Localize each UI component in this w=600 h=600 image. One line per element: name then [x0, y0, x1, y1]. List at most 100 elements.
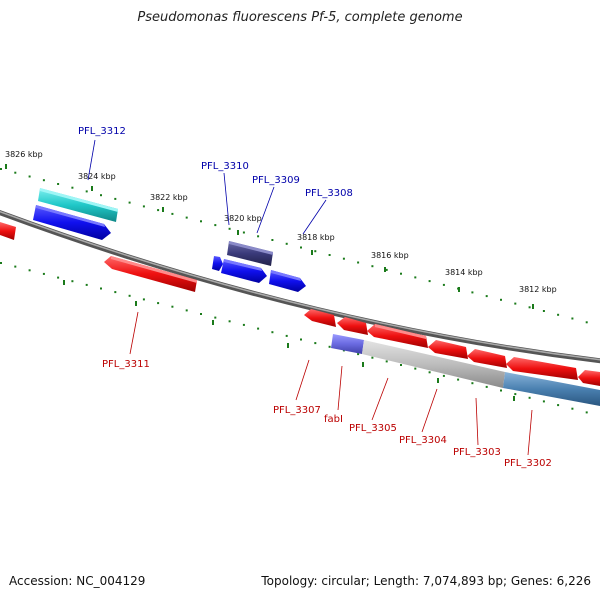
track-dot	[57, 183, 60, 185]
track-dot	[171, 305, 174, 308]
gene-pfl3307[interactable]	[304, 309, 336, 327]
track-dot	[214, 224, 217, 227]
gene-label-pfl3304[interactable]: PFL_3304	[399, 435, 447, 446]
gene-label-pfl3312[interactable]: PFL_3312	[78, 126, 126, 137]
gene-label-pfl3305[interactable]: PFL_3305	[349, 423, 397, 434]
track-dot	[157, 302, 160, 305]
tick-mark	[384, 267, 386, 272]
gene-pfl3310[interactable]	[221, 259, 267, 283]
track-dot	[485, 295, 488, 298]
track-dot	[228, 320, 231, 323]
track-dot	[285, 242, 288, 245]
gene-label-pfl3310[interactable]: PFL_3310	[201, 161, 249, 172]
track-dot	[385, 268, 388, 271]
gene-pfl3310-small[interactable]	[212, 256, 223, 271]
track-dot	[100, 287, 102, 290]
track-dot	[514, 393, 517, 396]
track-dot	[528, 306, 531, 309]
track-dot	[200, 313, 202, 315]
gene-right-edge[interactable]	[578, 370, 600, 386]
track-dot	[14, 265, 17, 268]
tick-mark	[63, 280, 65, 285]
track-dot	[500, 389, 502, 392]
leader-line	[421, 388, 438, 433]
tick-mark	[212, 320, 214, 325]
track-dot	[500, 298, 502, 301]
gene-label-pfl3307[interactable]: PFL_3307	[273, 405, 321, 416]
track-dot	[357, 353, 360, 356]
gene-pfl3311[interactable]	[104, 256, 197, 292]
leader-line	[371, 377, 389, 421]
track-dot	[114, 291, 117, 294]
track-dot	[571, 317, 574, 320]
gene-pfl3304[interactable]	[428, 340, 468, 359]
track-dot	[414, 276, 417, 279]
dark-feature-pfl3310[interactable]	[227, 241, 273, 266]
track-dot	[471, 382, 474, 385]
gene-pfl3303[interactable]	[467, 349, 507, 368]
track-dot	[128, 294, 131, 297]
track-dot	[542, 310, 545, 312]
genome-backbone	[0, 210, 600, 364]
tick-label: 3822 kbp	[150, 193, 188, 202]
gene-left-edge[interactable]	[0, 222, 16, 240]
track-dot	[128, 201, 131, 204]
gene-pfl3302[interactable]	[506, 357, 578, 380]
gene-label-fabi[interactable]: fabI	[324, 414, 343, 425]
track-dot	[457, 378, 460, 381]
leader-line	[295, 359, 310, 401]
accession-text: Accession: NC_004129	[9, 574, 146, 588]
track-dot	[185, 309, 188, 312]
tick-label: 3816 kbp	[371, 251, 409, 260]
leader-line	[87, 139, 96, 181]
gene-label-pfl3302[interactable]: PFL_3302	[504, 458, 552, 469]
track-dot	[557, 404, 560, 407]
track-dot	[428, 280, 431, 283]
track-dot	[28, 269, 31, 272]
gene-pfl3308[interactable]	[269, 270, 306, 292]
gene-label-pfl3309[interactable]: PFL_3309	[252, 175, 300, 186]
track-dot	[371, 265, 374, 268]
track-dot	[171, 212, 174, 215]
tick-mark	[162, 207, 164, 212]
gene-label-pfl3308[interactable]: PFL_3308	[305, 188, 353, 199]
violet-feature-fabi[interactable]	[331, 334, 364, 354]
tick-mark	[5, 164, 7, 169]
track-dot	[242, 231, 245, 234]
steel-feature-band[interactable]	[503, 372, 600, 406]
gene-label-pfl3311[interactable]: PFL_3311	[102, 359, 150, 370]
track-dot	[400, 272, 402, 275]
track-dot	[314, 250, 317, 253]
track-dot	[514, 302, 517, 305]
tick-label: 3812 kbp	[519, 285, 557, 294]
cyan-feature-pfl3312[interactable]	[38, 188, 118, 222]
track-dot	[400, 364, 402, 366]
track-dot	[85, 283, 88, 286]
track-dot	[328, 254, 331, 256]
track-dot	[57, 276, 60, 279]
gene-pfl3305[interactable]	[367, 324, 428, 348]
leader-line	[223, 172, 230, 226]
gene-pfl3306[interactable]	[337, 317, 368, 335]
track-dot	[42, 272, 45, 275]
tick-label: 3824 kbp	[78, 172, 116, 181]
tick-mark	[91, 186, 93, 191]
track-dot	[542, 400, 545, 403]
gray-feature-band[interactable]	[362, 340, 505, 388]
track-dot	[0, 168, 2, 170]
genome-title: Pseudomonas fluorescens Pf-5, complete g…	[137, 10, 463, 25]
track-dot	[385, 360, 388, 363]
track-dot	[257, 235, 260, 238]
gene-pfl3312[interactable]	[33, 205, 111, 240]
tick-mark	[237, 230, 239, 235]
tick-mark	[362, 362, 364, 367]
track-dot	[585, 321, 588, 324]
track-dot	[357, 261, 360, 264]
track-dot	[300, 246, 302, 249]
leader-line	[475, 397, 479, 446]
gene-label-pfl3303[interactable]: PFL_3303	[453, 447, 501, 458]
leader-line	[129, 311, 139, 355]
tick-label: 3820 kbp	[224, 214, 262, 223]
